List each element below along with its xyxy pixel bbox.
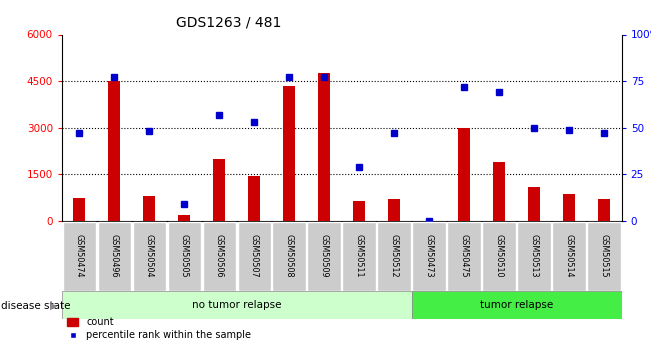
- FancyBboxPatch shape: [98, 221, 131, 291]
- Bar: [283, 86, 296, 221]
- Bar: [563, 195, 575, 221]
- FancyBboxPatch shape: [413, 221, 446, 291]
- Text: GDS1263 / 481: GDS1263 / 481: [176, 16, 281, 30]
- Text: GSM50512: GSM50512: [390, 234, 399, 278]
- FancyBboxPatch shape: [62, 221, 96, 291]
- Text: GSM50475: GSM50475: [460, 234, 469, 278]
- Text: GSM50496: GSM50496: [110, 234, 119, 278]
- Text: GSM50473: GSM50473: [424, 234, 434, 278]
- Legend: count, percentile rank within the sample: count, percentile rank within the sample: [66, 317, 251, 340]
- Text: GSM50507: GSM50507: [250, 234, 259, 278]
- Text: tumor relapse: tumor relapse: [480, 300, 553, 310]
- FancyBboxPatch shape: [411, 291, 622, 319]
- FancyBboxPatch shape: [133, 221, 166, 291]
- Bar: [528, 187, 540, 221]
- Bar: [178, 215, 191, 221]
- Text: ▶: ▶: [50, 301, 58, 310]
- Bar: [73, 197, 85, 221]
- FancyBboxPatch shape: [307, 221, 341, 291]
- FancyBboxPatch shape: [587, 221, 621, 291]
- Text: GSM50513: GSM50513: [530, 234, 539, 278]
- FancyBboxPatch shape: [202, 221, 236, 291]
- Text: GSM50510: GSM50510: [495, 234, 504, 278]
- Bar: [458, 128, 471, 221]
- Text: GSM50514: GSM50514: [564, 234, 574, 278]
- Bar: [318, 73, 331, 221]
- Text: no tumor relapse: no tumor relapse: [192, 300, 281, 310]
- Bar: [248, 176, 260, 221]
- Bar: [213, 159, 225, 221]
- FancyBboxPatch shape: [447, 221, 481, 291]
- Bar: [388, 199, 400, 221]
- FancyBboxPatch shape: [167, 221, 201, 291]
- FancyBboxPatch shape: [238, 221, 271, 291]
- Text: GSM50515: GSM50515: [600, 234, 609, 278]
- Bar: [108, 81, 120, 221]
- FancyBboxPatch shape: [342, 221, 376, 291]
- Text: GSM50511: GSM50511: [355, 234, 364, 278]
- FancyBboxPatch shape: [62, 291, 411, 319]
- Text: GSM50505: GSM50505: [180, 234, 189, 278]
- FancyBboxPatch shape: [553, 221, 586, 291]
- FancyBboxPatch shape: [518, 221, 551, 291]
- Text: GSM50506: GSM50506: [215, 234, 224, 278]
- Text: GSM50509: GSM50509: [320, 234, 329, 278]
- Text: GSM50504: GSM50504: [145, 234, 154, 278]
- Bar: [598, 199, 611, 221]
- Text: GSM50474: GSM50474: [75, 234, 84, 278]
- Text: GSM50508: GSM50508: [284, 234, 294, 278]
- FancyBboxPatch shape: [378, 221, 411, 291]
- Text: disease state: disease state: [1, 301, 71, 310]
- Bar: [353, 201, 365, 221]
- Bar: [493, 162, 505, 221]
- FancyBboxPatch shape: [482, 221, 516, 291]
- FancyBboxPatch shape: [273, 221, 306, 291]
- Bar: [143, 196, 156, 221]
